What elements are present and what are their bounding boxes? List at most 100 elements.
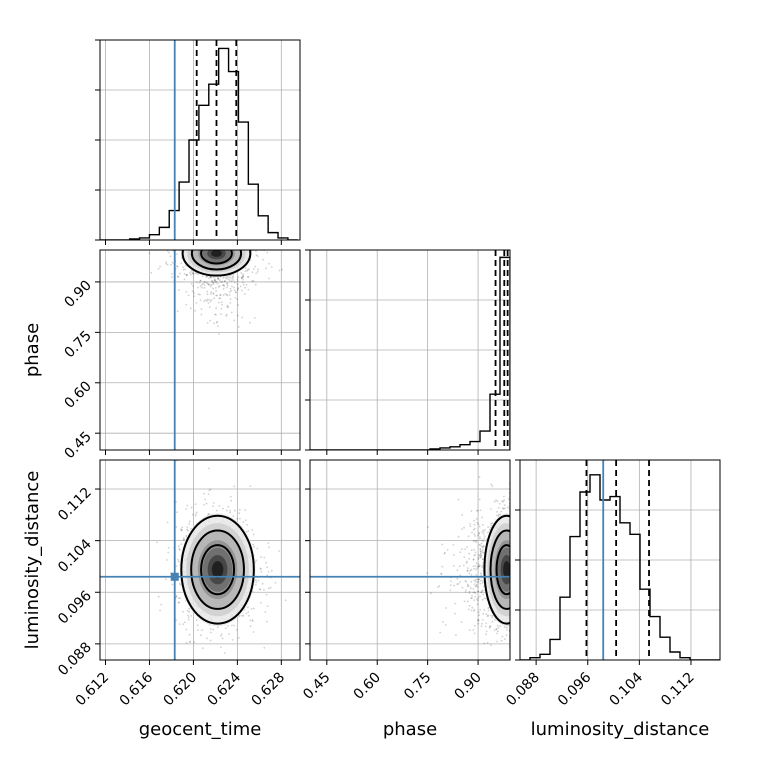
sample-point	[224, 627, 227, 630]
sample-point	[483, 609, 486, 611]
density-frame	[99, 249, 301, 451]
sample-point	[171, 583, 174, 586]
sample-point	[471, 531, 473, 534]
sample-point	[460, 621, 463, 623]
sample-point	[497, 626, 500, 629]
sample-point	[175, 501, 178, 503]
sample-point	[483, 597, 486, 600]
sample-point	[489, 508, 492, 510]
sample-point	[176, 265, 179, 268]
sample-point	[148, 252, 151, 255]
sample-point	[480, 554, 482, 557]
sample-point	[502, 500, 505, 503]
sample-point	[240, 272, 243, 274]
sample-point	[249, 485, 252, 487]
sample-point	[234, 296, 237, 299]
sample-point	[468, 604, 471, 607]
ytick-label-phase: 0.75	[61, 328, 94, 361]
sample-point	[209, 319, 212, 322]
sample-point	[475, 539, 478, 542]
sample-point	[504, 507, 506, 510]
sample-point	[190, 273, 192, 276]
sample-point	[175, 526, 178, 528]
sample-point	[477, 590, 480, 593]
sample-point	[171, 261, 174, 264]
sample-point	[472, 528, 475, 531]
sample-point	[252, 268, 255, 270]
sample-point	[427, 526, 429, 528]
sample-point	[484, 529, 486, 531]
sample-point	[257, 579, 260, 582]
sample-point	[473, 567, 476, 570]
ytick-label-luminosity-distance: 0.096	[55, 588, 95, 628]
sample-point	[466, 546, 468, 548]
sample-point	[481, 580, 484, 583]
y-axis-label-phase: phase	[22, 323, 43, 377]
sample-point	[441, 543, 444, 546]
sample-point	[226, 284, 229, 287]
sample-point	[227, 306, 230, 309]
sample-point	[180, 543, 183, 545]
sample-point	[165, 262, 168, 265]
sample-point	[175, 595, 178, 598]
sample-point	[458, 565, 461, 568]
sample-point	[217, 286, 220, 288]
sample-point	[210, 285, 212, 288]
sample-point	[245, 284, 248, 286]
hist-frame	[309, 249, 511, 451]
sample-point	[229, 298, 232, 301]
sample-point	[472, 558, 475, 561]
sample-point	[176, 511, 178, 514]
sample-point	[181, 529, 183, 531]
sample-point	[185, 274, 188, 277]
sample-point	[483, 642, 486, 645]
sample-point	[232, 276, 235, 279]
sample-point	[220, 281, 223, 283]
sample-point	[479, 556, 482, 559]
sample-point	[229, 511, 231, 514]
xtick-label-geocent-time: 0.612	[73, 670, 113, 710]
sample-point	[247, 530, 250, 532]
sample-point	[202, 282, 205, 285]
sample-point	[183, 273, 186, 275]
sample-point	[476, 599, 479, 602]
sample-point	[201, 275, 204, 278]
sample-point	[478, 476, 481, 479]
contour-1	[200, 544, 236, 596]
xtick-label-phase: 0.60	[351, 670, 384, 703]
sample-point	[430, 592, 432, 595]
sample-point	[212, 292, 215, 294]
sample-point	[171, 276, 173, 278]
sample-point	[175, 619, 178, 621]
sample-point	[477, 558, 480, 560]
xtick-label-phase: 0.75	[401, 670, 434, 703]
sample-point	[500, 639, 503, 642]
sample-point	[198, 281, 201, 284]
sample-point	[485, 597, 487, 600]
sample-point	[239, 517, 241, 520]
sample-point	[473, 599, 475, 602]
sample-point	[266, 605, 269, 608]
sample-point	[246, 268, 249, 271]
sample-point	[213, 279, 216, 282]
x-axis-label-luminosity-distance: luminosity_distance	[531, 719, 710, 740]
sample-point	[478, 614, 481, 617]
hist-panel-luminosity-distance	[515, 459, 721, 665]
sample-point	[480, 625, 483, 628]
sample-point	[482, 545, 485, 547]
xtick-label-luminosity-distance: 0.088	[503, 670, 543, 710]
sample-point	[221, 280, 224, 283]
sample-point	[474, 585, 477, 588]
sample-point	[245, 530, 248, 533]
sample-point	[473, 583, 476, 586]
sample-point	[257, 270, 259, 273]
sample-point	[231, 277, 234, 280]
sample-point	[180, 529, 183, 532]
sample-point	[497, 506, 500, 509]
sample-point	[218, 505, 221, 507]
sample-point	[483, 531, 485, 533]
sample-point	[226, 283, 229, 285]
sample-point	[496, 510, 498, 513]
sample-point	[183, 538, 186, 541]
ytick-label-phase: 0.90	[61, 277, 94, 310]
